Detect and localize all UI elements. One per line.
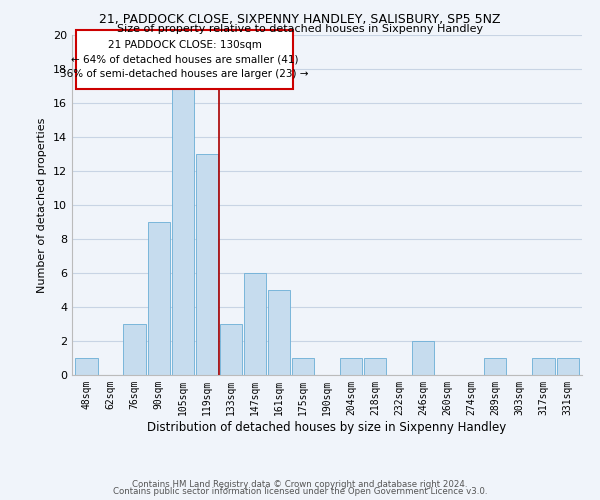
Bar	[172, 86, 194, 375]
Bar	[268, 290, 290, 375]
Text: Size of property relative to detached houses in Sixpenny Handley: Size of property relative to detached ho…	[117, 24, 483, 34]
Text: 21 PADDOCK CLOSE: 130sqm
← 64% of detached houses are smaller (41)
36% of semi-d: 21 PADDOCK CLOSE: 130sqm ← 64% of detach…	[60, 40, 309, 80]
FancyBboxPatch shape	[76, 30, 293, 90]
Bar	[532, 358, 554, 375]
Text: Contains public sector information licensed under the Open Government Licence v3: Contains public sector information licen…	[113, 488, 487, 496]
Bar	[124, 324, 146, 375]
X-axis label: Distribution of detached houses by size in Sixpenny Handley: Distribution of detached houses by size …	[148, 420, 506, 434]
Bar	[220, 324, 242, 375]
Bar	[484, 358, 506, 375]
Bar	[557, 358, 578, 375]
Text: 21, PADDOCK CLOSE, SIXPENNY HANDLEY, SALISBURY, SP5 5NZ: 21, PADDOCK CLOSE, SIXPENNY HANDLEY, SAL…	[99, 12, 501, 26]
Text: Contains HM Land Registry data © Crown copyright and database right 2024.: Contains HM Land Registry data © Crown c…	[132, 480, 468, 489]
Y-axis label: Number of detached properties: Number of detached properties	[37, 118, 47, 292]
Bar	[244, 273, 266, 375]
Bar	[364, 358, 386, 375]
Bar	[340, 358, 362, 375]
Bar	[148, 222, 170, 375]
Bar	[76, 358, 98, 375]
Bar	[412, 341, 434, 375]
Bar	[196, 154, 218, 375]
Bar	[292, 358, 314, 375]
